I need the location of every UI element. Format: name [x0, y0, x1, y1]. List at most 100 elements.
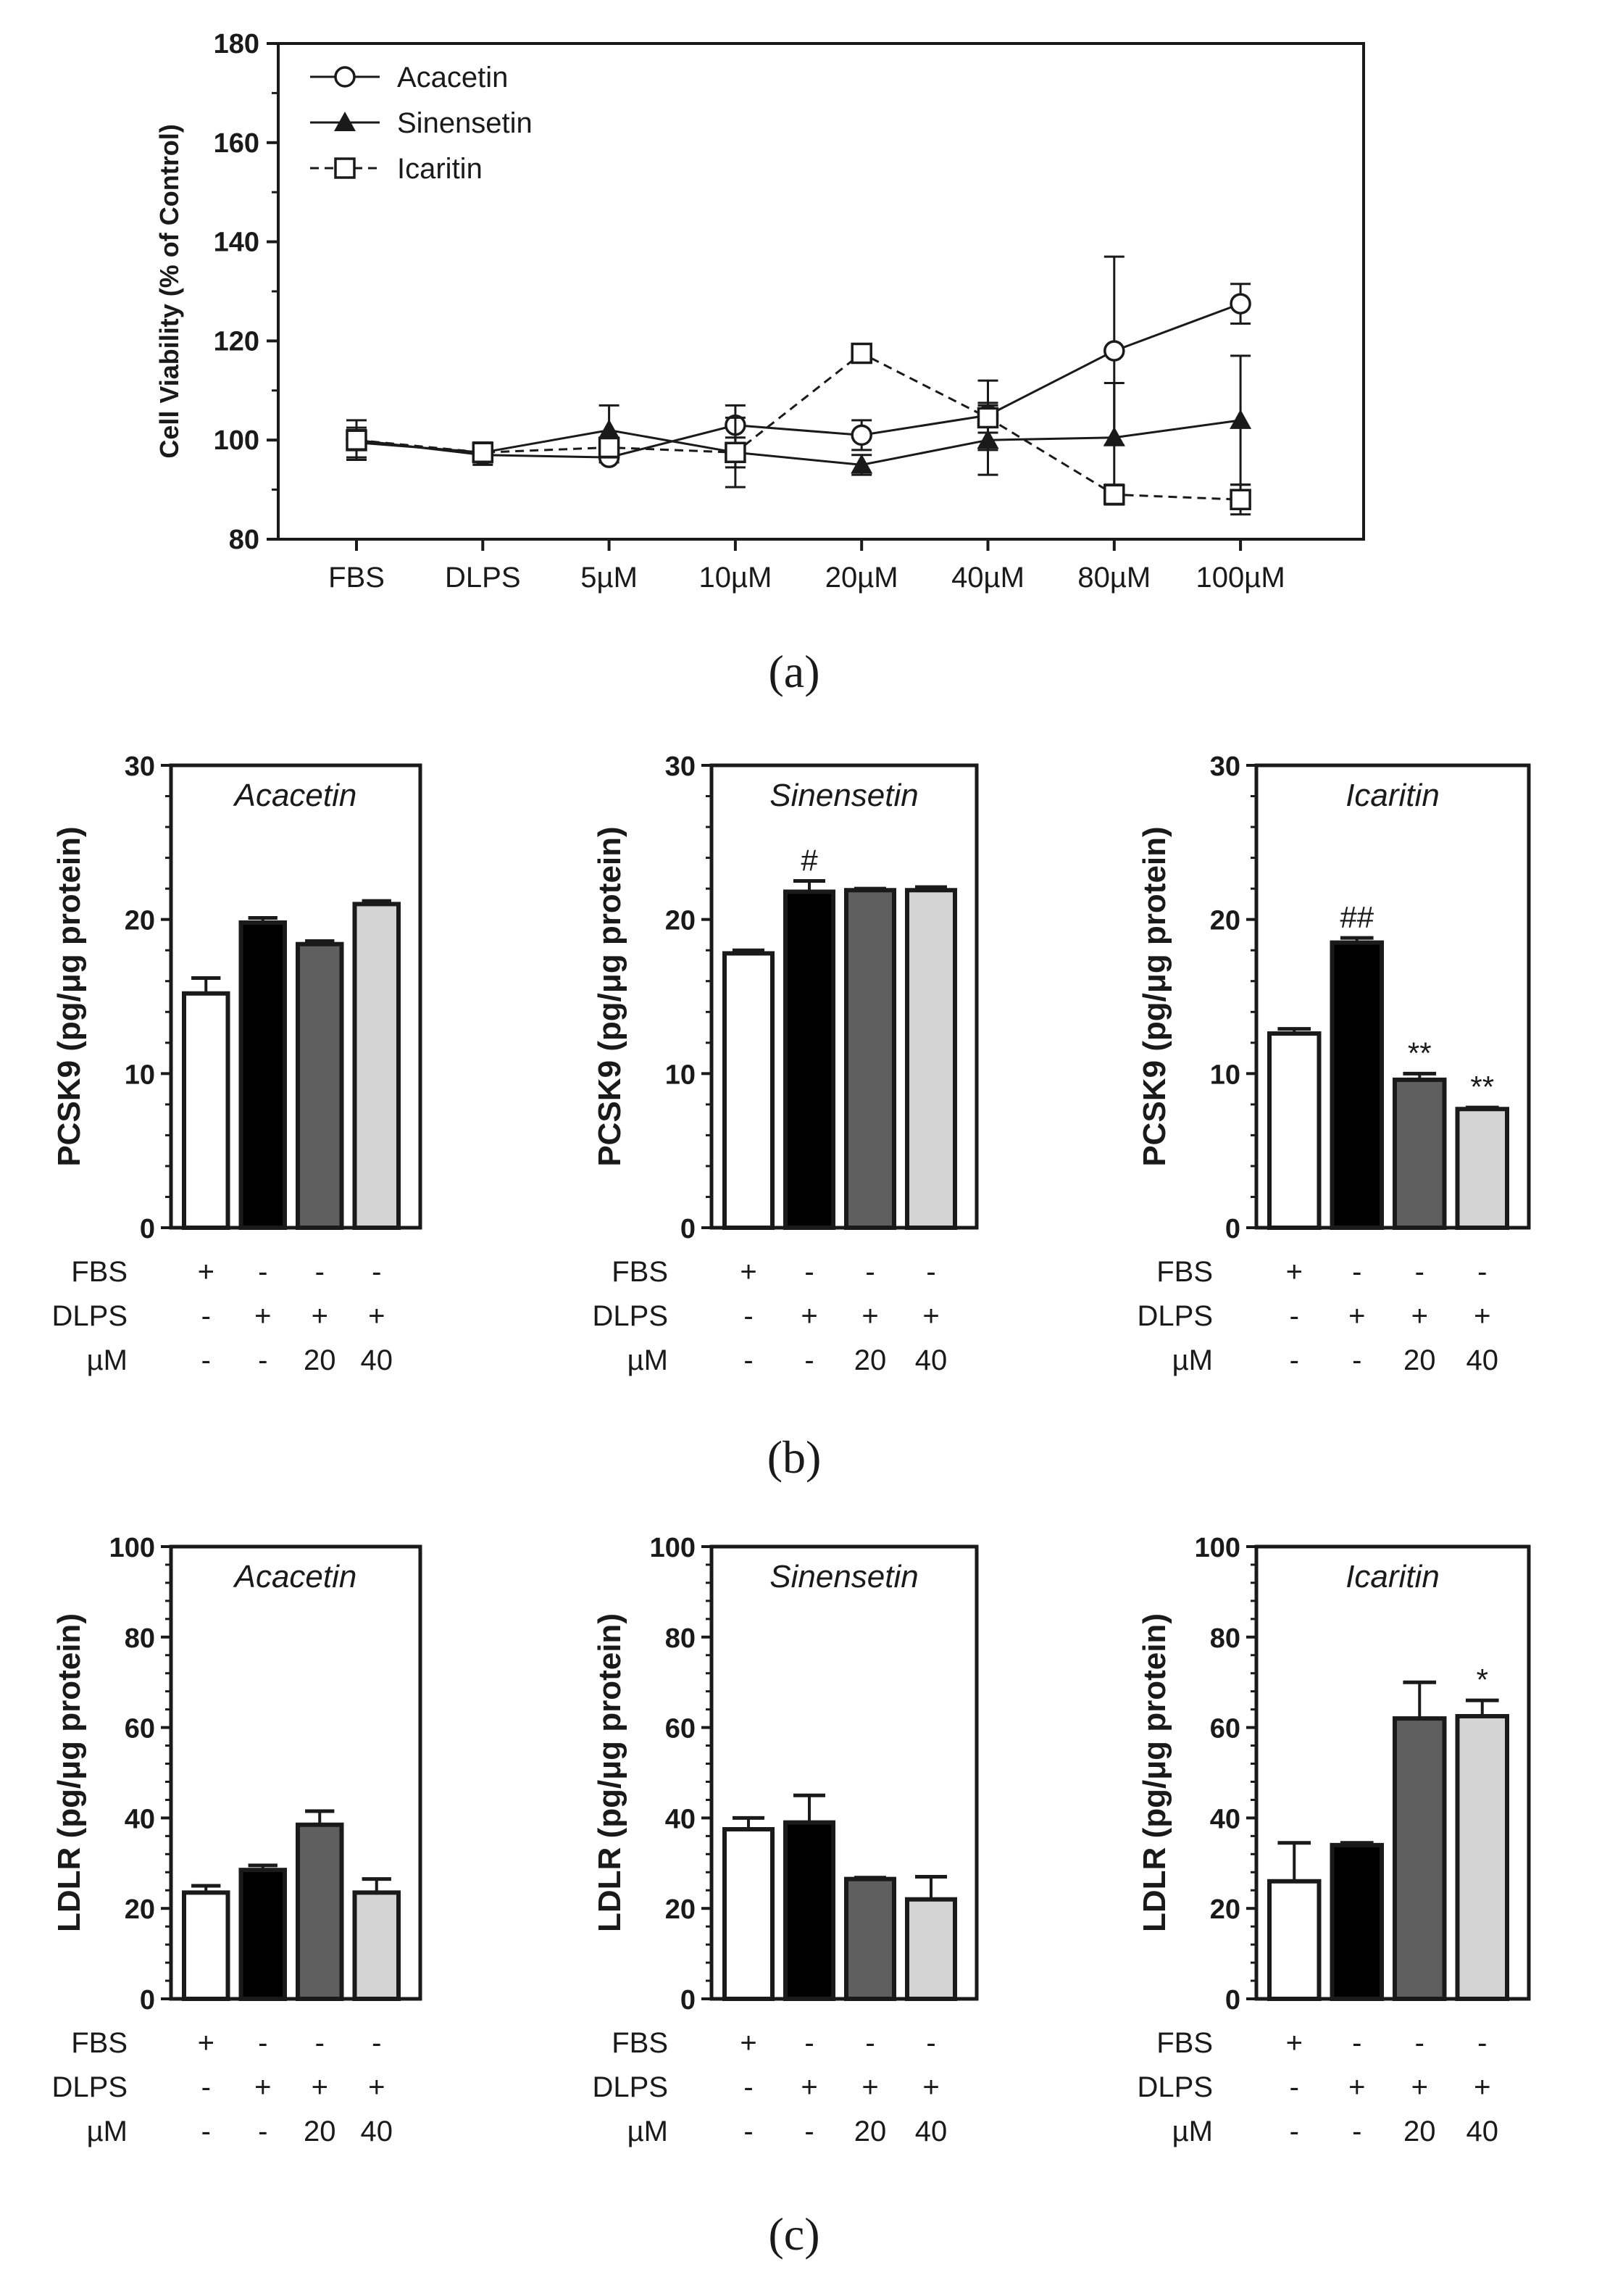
- condition-value: +: [1474, 2071, 1490, 2103]
- chart-title: Acacetin: [233, 778, 357, 813]
- condition-value: -: [258, 1256, 267, 1288]
- condition-row-label: DLPS: [52, 2071, 128, 2103]
- bar-4: [1455, 1107, 1509, 1231]
- bar-1: [182, 991, 230, 1231]
- condition-value: -: [201, 1344, 211, 1376]
- condition-value: +: [368, 1300, 385, 1332]
- y-tick-label: 100: [214, 425, 259, 456]
- bar-4: [352, 1890, 401, 2002]
- condition-row-label: FBS: [1156, 2027, 1213, 2059]
- condition-value: -: [1290, 2071, 1299, 2103]
- plot-frame: [709, 763, 979, 1230]
- y-tick-label: 20: [125, 1894, 155, 1925]
- condition-value: 20: [304, 2116, 336, 2147]
- condition-value: 20: [304, 1344, 336, 1376]
- y-tick-label: 0: [140, 1214, 155, 1244]
- condition-value: +: [861, 2071, 878, 2103]
- condition-value: +: [254, 2071, 271, 2103]
- significance-label: ##: [1340, 900, 1374, 934]
- y-tick-label: 100: [1195, 1533, 1240, 1563]
- subfigure-label-b: (b): [767, 1431, 822, 1483]
- condition-value: +: [1348, 2071, 1365, 2103]
- x-tick-label: 40µM: [951, 562, 1025, 594]
- bar-3: [296, 1822, 344, 2002]
- series-sinensetin: [346, 354, 1252, 494]
- y-axis-label: PCSK9 (pg/μg protein): [592, 826, 627, 1166]
- chart-c2: LDLR (pg/μg protein) 0 20 40 60 80 100 Sinenset…: [592, 1533, 979, 2147]
- bar-3: [296, 941, 344, 1231]
- bar-4: [1455, 1714, 1509, 2001]
- chart-title: Icaritin: [1345, 778, 1440, 813]
- bar-3: [844, 1876, 896, 2001]
- significance-label: #: [801, 844, 818, 878]
- y-tick-label: 10: [1210, 1060, 1240, 1090]
- condition-row-label: FBS: [71, 2027, 128, 2059]
- marker-triangle: [977, 429, 999, 449]
- condition-value: -: [743, 2071, 753, 2103]
- bar-2: [238, 920, 287, 1231]
- y-tick-label: 80: [665, 1623, 696, 1654]
- y-tick-label: 30: [665, 752, 696, 782]
- chart-title: Icaritin: [1345, 1559, 1440, 1594]
- marker-square: [977, 407, 999, 429]
- condition-row-label: µM: [627, 2116, 668, 2147]
- condition-value: +: [368, 2071, 385, 2103]
- condition-value: +: [740, 1256, 756, 1288]
- series-line: [356, 419, 1241, 466]
- marker-square: [851, 342, 872, 365]
- condition-value: 20: [854, 2116, 887, 2147]
- bar-3: [1393, 1716, 1447, 2002]
- condition-value: +: [740, 2027, 756, 2059]
- y-tick-label: 180: [214, 29, 259, 59]
- x-tick-label: 20µM: [825, 562, 898, 594]
- y-tick-label: 60: [1210, 1714, 1240, 1744]
- condition-value: -: [1290, 1300, 1299, 1332]
- condition-row-label: FBS: [612, 2027, 668, 2059]
- y-tick-label: 60: [125, 1714, 155, 1744]
- condition-value: +: [801, 2071, 817, 2103]
- condition-value: 40: [361, 2116, 393, 2147]
- bar-1: [1267, 1879, 1322, 2002]
- condition-value: -: [743, 1300, 753, 1332]
- chart-title: Acacetin: [233, 1559, 357, 1594]
- chart-b3: PCSK9 (pg/μg protein) 0 10 20 30 ## ** ** Icarit…: [1137, 752, 1531, 1376]
- panel-b-pcsk9-bar-charts: PCSK9 (pg/μg protein) 0 10 20 30 Acacetin FBS +…: [51, 752, 1531, 1376]
- x-tick-label: 80µM: [1077, 562, 1151, 594]
- condition-value: -: [372, 2027, 381, 2059]
- condition-value: +: [1286, 2027, 1303, 2059]
- condition-value: -: [1415, 1256, 1424, 1288]
- panel-a-line-chart: 80 100 120 140 160 180 FBS DLPS 5µM 10µM 20µM 40µM 8…: [154, 29, 1365, 594]
- condition-value: -: [1352, 2027, 1361, 2059]
- y-axis-label: PCSK9 (pg/μg protein): [51, 826, 87, 1166]
- y-tick-label: 30: [1210, 752, 1240, 782]
- y-tick-label: 10: [125, 1060, 155, 1090]
- condition-value: 40: [1466, 1344, 1499, 1376]
- condition-value: -: [804, 1256, 814, 1288]
- x-tick-label: FBS: [328, 562, 385, 594]
- bar-2: [783, 1820, 835, 2001]
- y-tick-label: 0: [1225, 1985, 1240, 2016]
- bar-1: [1267, 1031, 1322, 1231]
- significance-label: **: [1470, 1070, 1494, 1104]
- y-tick-label: 100: [109, 1533, 155, 1563]
- y-tick-label: 80: [229, 525, 259, 555]
- condition-value: +: [198, 2027, 214, 2059]
- condition-value: -: [926, 2027, 935, 2059]
- condition-value: +: [922, 2071, 939, 2103]
- plot-frame: [1254, 763, 1531, 1230]
- y-tick-label: 80: [125, 1623, 155, 1654]
- y-tick-label: 40: [1210, 1804, 1240, 1834]
- condition-value: +: [254, 1300, 271, 1332]
- marker-square: [346, 429, 367, 451]
- chart-c3: LDLR (pg/μg protein) 0 20 40 60 80 100 * Icariti…: [1137, 1533, 1531, 2147]
- condition-value: -: [201, 2071, 211, 2103]
- series-line: [356, 302, 1241, 459]
- y-tick-label: 100: [650, 1533, 696, 1563]
- bar-1: [182, 1890, 230, 2002]
- condition-value: +: [1411, 2071, 1428, 2103]
- x-tick-label: DLPS: [445, 562, 521, 594]
- plot-frame: [1254, 1544, 1531, 2001]
- y-tick-label: 0: [140, 1985, 155, 2016]
- bar-2: [238, 1868, 287, 2001]
- bar-1: [722, 951, 775, 1231]
